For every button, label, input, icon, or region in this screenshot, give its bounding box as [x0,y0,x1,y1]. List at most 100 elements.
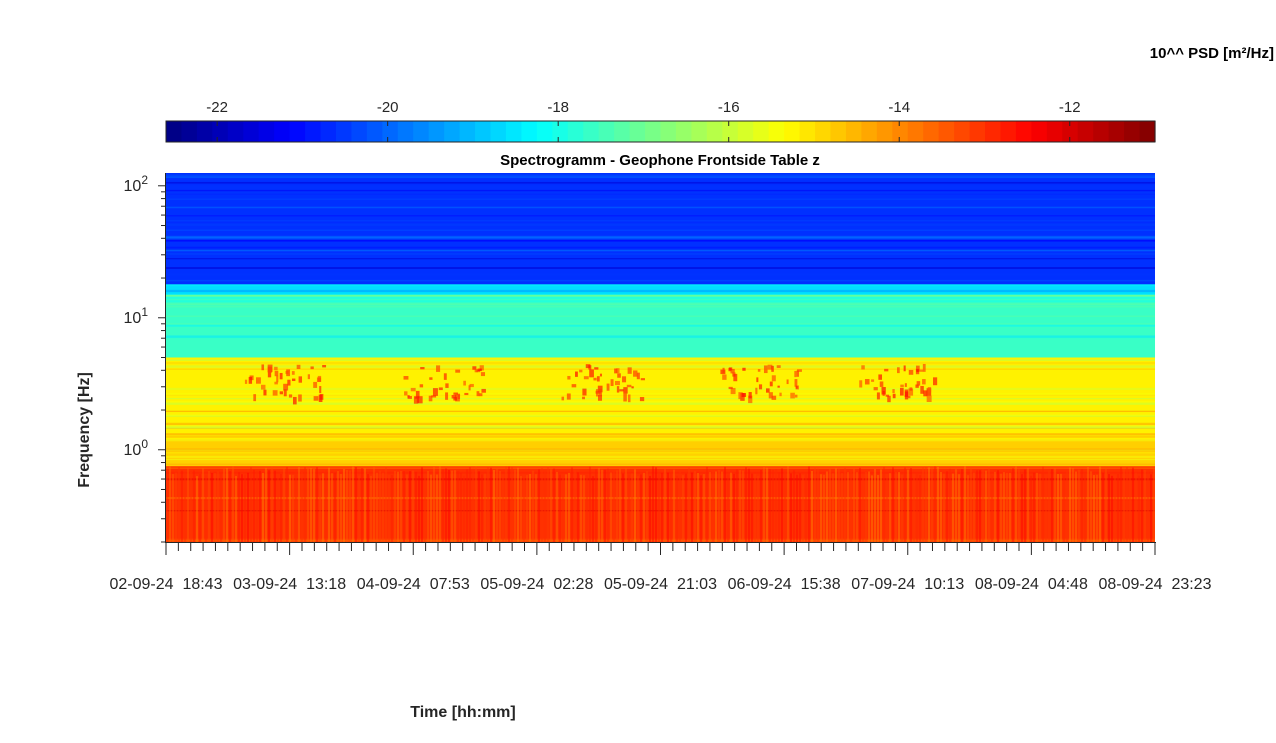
colorbar-level [923,121,940,142]
psd-streak [379,470,381,542]
psd-streak [403,471,405,542]
activity-patch [899,387,904,396]
psd-streak [358,475,360,542]
psd-streak [658,474,660,542]
activity-patch [916,381,921,386]
activity-patch [636,372,640,380]
psd-line [166,337,1155,340]
activity-patch [738,392,743,400]
psd-streak [265,467,267,542]
activity-patch [481,388,486,393]
psd-streak [637,476,639,542]
psd-streak [193,470,195,542]
psd-streak [322,473,324,542]
psd-streak [862,475,864,542]
colorbar-level [737,121,754,142]
colorbar-level [459,121,476,142]
psd-streak [343,468,345,542]
activity-patch [322,364,327,368]
activity-patch [479,365,484,371]
activity-patch [272,390,278,396]
colorbar-tick-label: -14 [888,99,910,116]
y-tick-label: 102 [124,173,149,195]
colorbar-level [289,121,306,142]
psd-streak [382,472,384,542]
psd-streak [397,471,399,542]
activity-patch [263,389,267,396]
activity-patch [610,379,614,386]
psd-streak [580,474,582,542]
psd-line [166,393,1155,396]
activity-patch [606,383,610,391]
colorbar-level [1093,121,1110,142]
psd-line [166,359,1155,361]
psd-streak [166,475,168,542]
psd-streak [448,470,450,542]
psd-streak [610,472,612,542]
psd-streak [880,469,882,542]
psd-streak [352,466,354,542]
psd-line [166,410,1155,413]
psd-line [166,215,1155,217]
activity-patch [318,394,323,402]
activity-patch [429,377,433,380]
activity-patch [776,365,781,368]
psd-streak [712,470,714,542]
activity-patch [909,387,913,391]
colorbar-level [166,121,183,142]
psd-line [166,463,1155,466]
activity-patch [900,384,904,388]
psd-streak [505,466,507,542]
psd-streak [814,466,816,542]
psd-streak [850,471,852,542]
psd-streak [856,472,858,542]
psd-streak [883,466,885,542]
psd-streak [451,470,453,542]
colorbar-level [799,121,816,142]
colorbar-tick-label: -22 [206,99,228,116]
colorbar-level [660,121,677,142]
psd-streak [229,471,231,542]
psd-streak [433,466,435,542]
psd-streak [1054,467,1056,542]
activity-patch [864,379,870,385]
psd-streak [283,468,285,542]
psd-streak [1051,469,1053,542]
psd-streak [1033,472,1035,542]
psd-streak [298,467,300,542]
psd-streak [841,473,843,542]
psd-streak [679,470,681,542]
psd-streak [1072,468,1074,542]
psd-streak [586,474,588,542]
psd-line [166,458,1155,462]
psd-streak [181,470,183,542]
activity-patch [892,389,895,394]
psd-line [166,424,1155,427]
activity-patch [480,372,486,377]
psd-streak [595,469,597,542]
psd-streak [898,472,900,542]
psd-streak [940,471,942,542]
colorbar-level [706,121,723,142]
activity-patch [464,392,469,396]
activity-patch [316,377,322,382]
psd-line [166,455,1155,458]
psd-streak [685,473,687,542]
psd-streak [772,469,774,542]
psd-streak [526,475,528,542]
colorbar-level [552,121,569,142]
activity-patch [904,391,909,400]
activity-patch [417,396,423,404]
activity-patch [582,388,587,396]
psd-line [166,315,1155,317]
psd-streak [853,468,855,542]
psd-streak [562,474,564,542]
psd-streak [604,469,606,542]
psd-streak [463,475,465,542]
colorbar-tick-label: -12 [1059,99,1081,116]
psd-streak [409,471,411,542]
psd-streak [445,468,447,542]
activity-patch [627,394,631,403]
psd-streak [208,470,210,542]
activity-patch [722,374,727,380]
